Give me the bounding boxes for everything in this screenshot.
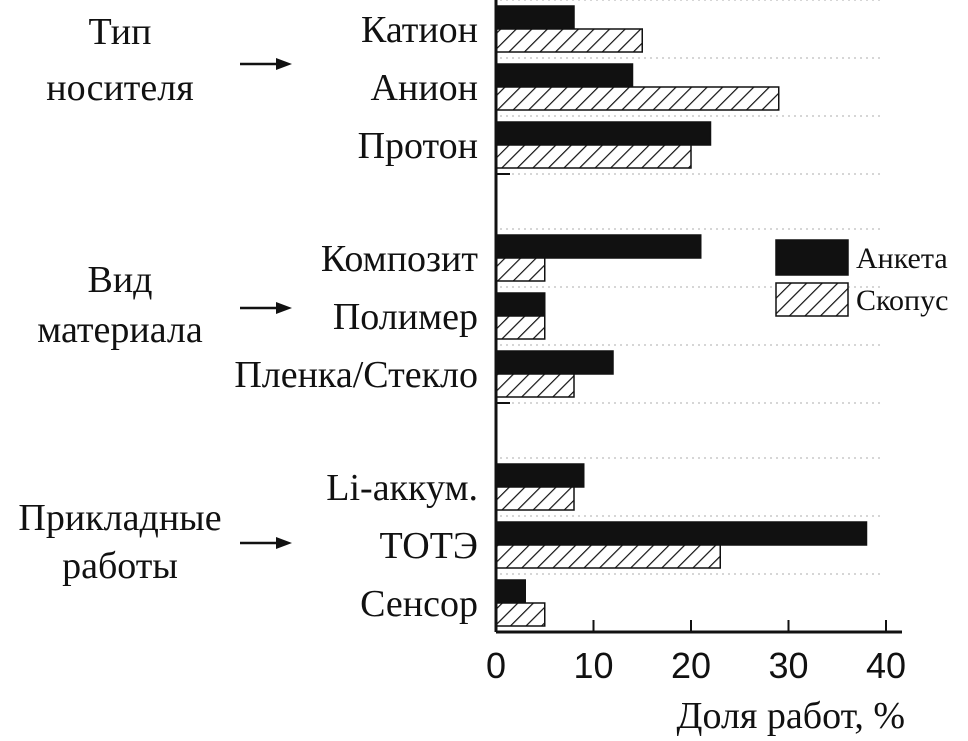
legend-swatch-anketa	[775, 239, 849, 276]
x-ticks: 0 10 20 30 40	[486, 173, 906, 686]
bar-skopus	[495, 144, 692, 169]
x-axis-title: Доля работ, %	[677, 695, 905, 737]
bar-skopus	[495, 86, 780, 111]
category-label: Li-аккум.	[326, 467, 478, 509]
category-label: Композит	[321, 238, 478, 280]
bar-skopus	[495, 544, 721, 569]
bar-anketa	[495, 463, 585, 488]
bar-anketa	[495, 292, 546, 317]
bar-skopus	[495, 373, 575, 398]
arrow-icon	[240, 302, 292, 314]
group-label: Вид	[87, 259, 152, 301]
category-label: Протон	[358, 125, 478, 167]
x-tick-label: 0	[486, 645, 506, 686]
category-label: ТОТЭ	[380, 525, 478, 567]
x-tick-label: 10	[573, 645, 613, 686]
legend-label-anketa: Анкета	[856, 242, 948, 275]
bar-anketa	[495, 350, 614, 375]
category-label: Пленка/Стекло	[234, 354, 478, 396]
legend-label-skopus: Скопус	[856, 284, 948, 317]
category-label: Катион	[361, 9, 478, 51]
category-label: Сенсор	[360, 583, 478, 625]
group-label: Прикладные	[18, 497, 221, 539]
category-label: Полимер	[333, 296, 478, 338]
group-label: Тип	[89, 11, 152, 53]
legend-swatch-skopus	[775, 282, 849, 317]
arrow-icon	[240, 537, 292, 549]
bar-anketa	[495, 579, 526, 604]
group-label: работы	[62, 545, 178, 587]
bar-skopus	[495, 602, 546, 627]
arrow-icon	[240, 58, 292, 70]
group-labels: Тип носителя Вид материала Прикладные работы	[18, 11, 292, 587]
group-label: носителя	[46, 67, 193, 109]
bar-skopus	[495, 28, 643, 53]
category-labels: Катион Анион Протон Композит Полимер Пленка/С…	[234, 9, 478, 625]
x-tick-label: 40	[866, 645, 906, 686]
bar-skopus	[495, 257, 546, 282]
bar-anketa	[495, 521, 868, 546]
axes	[494, 0, 902, 634]
category-label: Анион	[371, 67, 478, 109]
legend: Анкета Скопус	[775, 239, 948, 317]
group-label: материала	[37, 309, 203, 351]
bar-anketa	[495, 5, 575, 30]
bar-skopus	[495, 315, 546, 340]
x-tick-label: 20	[671, 645, 711, 686]
bar-anketa	[495, 63, 634, 88]
x-tick-label: 30	[768, 645, 808, 686]
bar-skopus	[495, 486, 575, 511]
bar-anketa	[495, 121, 712, 146]
bar-anketa	[495, 234, 702, 259]
